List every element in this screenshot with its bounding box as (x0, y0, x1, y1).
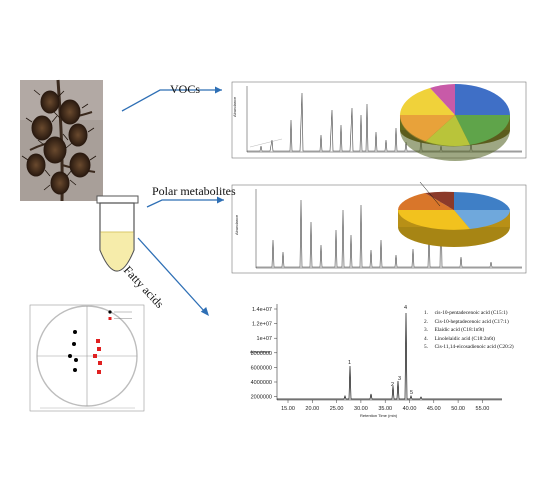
legend-item: 4. Linolelaidic acid (C18:2n6t) (424, 335, 495, 342)
arrow-polar (146, 199, 224, 208)
peak-label-4: 4 (404, 305, 407, 311)
x-tick-label: 40.00 (403, 406, 417, 412)
peak-label-1: 1 (348, 360, 351, 366)
fatty-ylabel: Abundance (250, 349, 271, 354)
x-tick-label: 20.00 (305, 406, 319, 412)
x-tick-label: 45.00 (427, 406, 441, 412)
x-tick-label: 25.00 (330, 406, 344, 412)
legend-item: 3. Elaidic acid (C18:1n9t) (424, 327, 485, 334)
test-tube-icon (96, 195, 139, 272)
x-tick-label: 30.00 (354, 406, 368, 412)
polar-metabolites-label: Polar metabolites (152, 184, 236, 198)
y-tick-label: 6000000 (251, 365, 272, 371)
arrow-vocs (121, 89, 222, 112)
y-tick-label: 1e+07 (257, 336, 272, 342)
pca-plot-icon (29, 304, 145, 412)
arrow-fatty (137, 237, 206, 313)
x-tick-label: 15.00 (281, 406, 295, 412)
y-tick-label: 2000000 (251, 395, 272, 401)
legend-item: 1. cis-10-pentadecenoic acid (C15:1) (424, 310, 508, 316)
peak-label-2: 2 (391, 382, 394, 388)
x-tick-label: 35.00 (378, 406, 392, 412)
fatty-acid-legend: 1. cis-10-pentadecenoic acid (C15:1) 2. … (424, 309, 514, 352)
fatty-trace (277, 312, 502, 400)
x-tick-label: 50.00 (451, 406, 465, 412)
legend-item: 2. Cis-10-heptadecenoic acid (C17:1) (424, 318, 509, 325)
vocs-label: VOCs (170, 82, 201, 96)
arrows (121, 86, 224, 316)
svg-text:Abundance: Abundance (234, 214, 239, 235)
legend-item: 5. Cis-11,14-eicosadienoic acid (C20:2) (424, 344, 514, 351)
svg-text:Abundance: Abundance (232, 96, 237, 117)
y-tick-label: 1.4e+07 (252, 307, 272, 313)
y-tick-label: 4000000 (251, 380, 272, 386)
fatty-chromatogram: 1.4e+07 1.2e+07 1e+07 8000000 6000000 4000000… (250, 304, 502, 418)
x-tick-label: 55.00 (476, 406, 490, 412)
vocs-pie-chart-icon (399, 84, 511, 161)
fatty-xlabel: Retention Time (min) (360, 413, 398, 418)
peak-label-3: 3 (398, 376, 401, 382)
peak-label-5: 5 (410, 390, 413, 396)
y-tick-label: 8000000 (251, 351, 272, 357)
plant-photo-icon (20, 79, 103, 202)
polar-pie-chart-icon (398, 181, 510, 247)
y-tick-label: 1.2e+07 (252, 322, 272, 328)
